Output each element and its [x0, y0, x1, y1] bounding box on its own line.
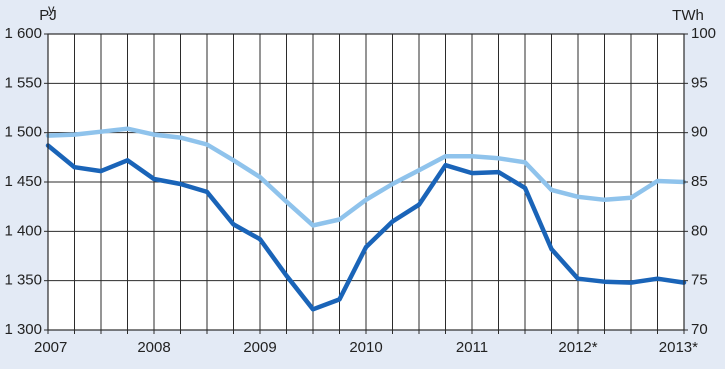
right-tick-label: 90	[691, 124, 708, 141]
data-point	[99, 130, 103, 134]
x-tick-label: 2013*	[659, 339, 698, 356]
data-point	[338, 297, 341, 301]
plot-border	[47, 33, 685, 331]
data-point	[497, 156, 500, 160]
left-tick-label: 1 500	[4, 124, 42, 141]
left-tick-label: 1 350	[4, 272, 42, 289]
right-tick-label: 100	[691, 25, 716, 42]
data-point	[444, 163, 447, 167]
data-point	[73, 133, 76, 137]
data-point	[656, 277, 659, 281]
right-tick-label: 75	[691, 272, 708, 289]
data-point	[391, 182, 394, 186]
x-tick-label: 2007	[34, 339, 67, 356]
data-point	[550, 188, 553, 192]
data-point	[258, 237, 262, 241]
data-point	[258, 175, 262, 179]
data-point	[311, 223, 315, 227]
data-point	[152, 133, 156, 137]
data-point	[629, 281, 633, 285]
data-point	[99, 169, 103, 173]
data-point	[391, 219, 394, 223]
left-tick-label: 1 400	[4, 222, 42, 239]
data-point	[576, 195, 580, 199]
data-point	[179, 182, 182, 186]
x-tick-label: 2010	[349, 339, 382, 356]
x-tick-label: 2009	[243, 339, 276, 356]
data-point	[417, 168, 421, 172]
left-unit-label: PJ	[39, 7, 57, 24]
data-point	[576, 277, 580, 281]
data-point	[338, 217, 341, 221]
axes: 1 300 1 350 1 400 1 450 1 500 1 550 1 600 70 75 8…	[4, 25, 716, 356]
data-point	[523, 186, 527, 190]
data-point	[179, 136, 182, 140]
data-point	[126, 158, 129, 162]
data-point	[603, 198, 606, 202]
left-tick-label: 1 450	[4, 173, 42, 190]
data-point	[285, 200, 288, 204]
data-point	[497, 170, 500, 174]
data-point	[417, 203, 421, 207]
data-point	[152, 177, 156, 181]
right-unit-label: TWh	[672, 7, 704, 24]
right-tick-label: 95	[691, 74, 708, 91]
data-point	[73, 165, 76, 169]
data-point	[205, 190, 209, 194]
data-point	[364, 198, 368, 202]
right-tick-label: 70	[691, 321, 708, 338]
data-point	[364, 245, 368, 249]
x-tick-label: 2011	[456, 339, 488, 356]
x-tick-label: 2008	[137, 339, 170, 356]
data-point	[523, 160, 527, 164]
header-text: y	[48, 2, 55, 17]
right-tick-label: 80	[691, 222, 708, 239]
right-tick-label: 85	[691, 173, 708, 190]
data-point	[470, 154, 474, 158]
data-point	[205, 143, 209, 147]
data-point	[311, 307, 315, 311]
left-tick-label: 1 600	[4, 25, 42, 42]
data-point	[285, 274, 288, 278]
data-point	[470, 171, 474, 175]
data-point	[656, 179, 659, 183]
x-tick-label: 2012*	[558, 339, 597, 356]
data-point	[232, 158, 235, 162]
data-point	[444, 154, 447, 158]
left-tick-label: 1 300	[4, 321, 42, 338]
data-point	[232, 222, 235, 226]
data-point	[629, 196, 633, 200]
left-tick-label: 1 550	[4, 74, 42, 91]
data-point	[550, 247, 553, 251]
data-point	[603, 280, 606, 284]
data-point	[126, 127, 129, 131]
